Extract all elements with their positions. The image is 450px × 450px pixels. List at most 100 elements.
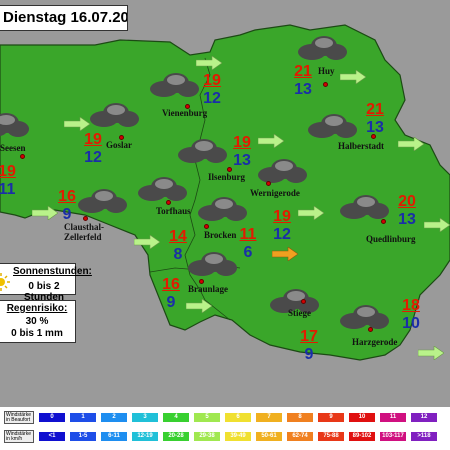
temp-max-stiege: 17: [300, 328, 318, 345]
legend-cell-kmh: 1-5: [70, 431, 96, 441]
legend-row-beaufort: Windstärke in Beaufort 0 1 2 3 4 5 6 7 8 9 10 11 12: [4, 410, 437, 424]
legend-cell-beaufort: 10: [349, 412, 375, 422]
city-marker: [199, 279, 204, 284]
legend-cell-beaufort: 4: [163, 412, 189, 422]
temp-max-halberstadt: 21: [366, 101, 384, 118]
legend-row-kmh: Windstärke in km/h <1 1-5 6-11 12-19 20-28 29…: [4, 429, 437, 443]
legend-cell-beaufort: 12: [411, 412, 437, 422]
temp-max-brocken: 11: [239, 226, 257, 243]
temp-min-goslar: 12: [84, 149, 102, 166]
temp-min-huy: 13: [294, 81, 312, 98]
legend-cell-kmh: >118: [411, 431, 437, 441]
temp-max-seesen: 19: [0, 163, 16, 180]
legend-cell-kmh: 62-74: [287, 431, 313, 441]
temp-min-braunlage: 9: [166, 294, 176, 311]
legend-cell-kmh: 12-19: [132, 431, 158, 441]
city-label-torfhaus: Torfhaus: [156, 206, 191, 216]
temp-max-torfhaus: 14: [169, 228, 187, 245]
district-border: [184, 57, 231, 321]
city-label-stiege: Stiege: [288, 308, 311, 318]
wind-arrow-icon: [258, 134, 284, 148]
cloud-icon: [340, 305, 389, 329]
rain-heading: Regenrisiko:: [6, 303, 68, 314]
city-label-vienenburg: Vienenburg: [162, 108, 208, 118]
city-marker: [266, 181, 271, 186]
city-marker: [227, 167, 232, 172]
temp-min-quedlinburg: 13: [398, 211, 416, 228]
legend-cell-kmh: 50-61: [256, 431, 282, 441]
cloud-icon: [178, 139, 227, 163]
city-marker: [119, 135, 124, 140]
temp-max-harzgerode: 18: [402, 297, 420, 314]
cloud-icon: [0, 113, 29, 137]
wind-arrow-icon: [424, 218, 450, 232]
temp-max-quedlinburg: 20: [398, 193, 416, 210]
legend-cell-beaufort: 3: [132, 412, 158, 422]
cloud-icon: [298, 36, 347, 60]
legend-cell-kmh: 6-11: [101, 431, 127, 441]
legend-cell-beaufort: 5: [194, 412, 220, 422]
legend-cell-beaufort: 8: [287, 412, 313, 422]
temp-min-torfhaus: 8: [173, 246, 183, 263]
wind-arrow-icon: [298, 206, 324, 220]
wind-arrow-icon: [134, 235, 160, 249]
city-label-quedlinburg: Quedlinburg: [366, 234, 416, 244]
city-marker: [301, 299, 306, 304]
sunshine-heading: Sonnenstunden:: [13, 266, 92, 277]
city-label-halberstadt: Halberstadt: [338, 141, 384, 151]
wind-arrow-icon: [186, 299, 212, 313]
temp-max-huy: 21: [294, 63, 312, 80]
cloud-icon: [198, 197, 247, 221]
city-marker: [371, 134, 376, 139]
wind-arrow-icon: [398, 137, 424, 151]
city-label-huy: Huy: [318, 66, 335, 76]
temp-min-stiege: 9: [304, 346, 314, 363]
legend-cell-kmh: 103-117: [380, 431, 406, 441]
city-label-harzgerode: Harzgerode: [352, 337, 398, 347]
city-marker: [368, 327, 373, 332]
temp-min-clausthal-zellerfeld: 9: [62, 206, 72, 223]
city-label-goslar: Goslar: [106, 140, 132, 150]
cloud-icon: [188, 252, 237, 276]
legend-cell-kmh: 75-88: [318, 431, 344, 441]
city-label-seesen: Seesen: [0, 143, 26, 153]
city-marker: [166, 200, 171, 205]
city-marker: [204, 224, 209, 229]
city-label-clausthal-zellerfeld: Clausthal-Zellerfeld: [64, 222, 105, 242]
temp-min-vienenburg: 12: [203, 90, 221, 107]
legend-cell-beaufort: 1: [70, 412, 96, 422]
temp-min-harzgerode: 10: [402, 315, 420, 332]
temp-max-goslar: 19: [84, 131, 102, 148]
temp-max-braunlage: 16: [162, 276, 180, 293]
sunshine-value: 0 bis 2 Stunden: [24, 281, 64, 303]
city-marker: [185, 104, 190, 109]
temp-max-ilsenburg: 19: [233, 134, 251, 151]
rain-percent: 30 %: [25, 316, 49, 327]
city-marker: [20, 154, 25, 159]
cloud-icon: [270, 289, 319, 313]
legend-cell-beaufort: 11: [380, 412, 406, 422]
legend-cell-kmh: 20-28: [163, 431, 189, 441]
legend-cell-kmh: <1: [39, 431, 65, 441]
city-marker: [323, 82, 328, 87]
cloud-icon: [258, 159, 307, 183]
temp-min-ilsenburg: 13: [233, 152, 251, 169]
wind-arrow-icon: [64, 117, 90, 131]
temp-min-seesen: 11: [0, 181, 16, 198]
wind-legend: Windstärke in Beaufort 0 1 2 3 4 5 6 7 8 9 10 11 12 …: [0, 407, 450, 450]
wind-arrow-icon-orange: [272, 247, 298, 261]
page-title: Dienstag 16.07.2019: [0, 5, 128, 31]
legend-cell-beaufort: 6: [225, 412, 251, 422]
temp-max-vienenburg: 19: [203, 72, 221, 89]
legend-cell-beaufort: 9: [318, 412, 344, 422]
temp-max-clausthal-zellerfeld: 16: [58, 188, 76, 205]
wind-arrow-icon: [340, 70, 366, 84]
temp-max-wernigerode: 19: [273, 208, 291, 225]
legend-cell-beaufort: 7: [256, 412, 282, 422]
cloud-icon: [90, 103, 139, 127]
city-label-wernigerode: Wernigerode: [250, 188, 300, 198]
city-label-brocken: Brocken: [204, 230, 237, 240]
legend-label-kmh: Windstärke in km/h: [4, 429, 34, 443]
temp-min-brocken: 6: [243, 244, 253, 261]
legend-label-beaufort: Windstärke in Beaufort: [4, 410, 34, 424]
